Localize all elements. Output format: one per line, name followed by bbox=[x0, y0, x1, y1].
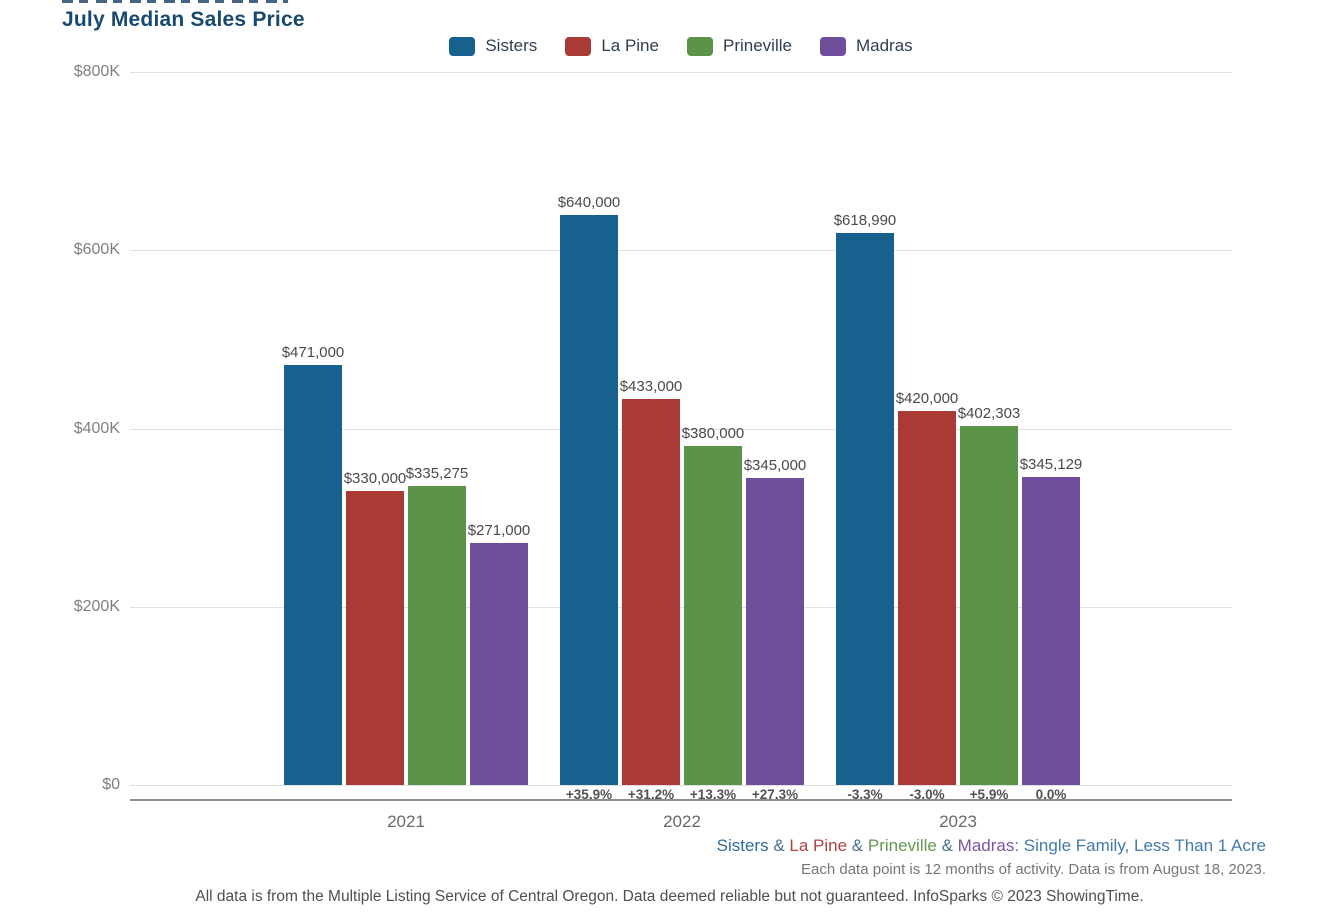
x-axis-year-label: 2022 bbox=[663, 812, 701, 831]
legend-swatch bbox=[686, 36, 713, 56]
y-gridline bbox=[130, 607, 1232, 608]
bar-value-label: $330,000 bbox=[343, 470, 407, 487]
bar-pct-change-label: -3.3% bbox=[847, 787, 883, 802]
legend-swatch bbox=[819, 36, 846, 56]
x-axis-year-label: 2021 bbox=[387, 812, 425, 831]
bar-la-pine-2021[interactable] bbox=[346, 491, 404, 785]
y-gridline bbox=[130, 72, 1232, 73]
y-gridline bbox=[130, 250, 1232, 251]
series-description-segment: Sisters bbox=[716, 836, 769, 855]
x-axis-year-label: 2023 bbox=[939, 812, 977, 831]
legend-label: La Pine bbox=[601, 36, 659, 55]
legend-label: Sisters bbox=[485, 36, 538, 55]
bar-value-label: $402,303 bbox=[957, 405, 1021, 422]
bar-prineville-2023[interactable] bbox=[960, 426, 1018, 785]
chart-title: July Median Sales Price bbox=[62, 8, 305, 31]
bar-value-label: $433,000 bbox=[619, 378, 683, 395]
bar-prineville-2021[interactable] bbox=[408, 486, 466, 785]
legend: Sisters La Pine Prineville Madras bbox=[130, 36, 1232, 56]
series-description-segment: Madras bbox=[957, 836, 1015, 855]
series-description-segment: Prineville bbox=[867, 836, 937, 855]
bar-value-label: $471,000 bbox=[281, 344, 345, 361]
bar-value-label: $618,990 bbox=[833, 212, 897, 229]
attribution-note: All data is from the Multiple Listing Se… bbox=[195, 888, 1144, 905]
bar-value-label: $640,000 bbox=[557, 194, 621, 211]
bar-la-pine-2023[interactable] bbox=[898, 411, 956, 785]
legend-item-la-pine[interactable]: La Pine bbox=[565, 36, 659, 56]
bar-sisters-2022[interactable] bbox=[560, 215, 618, 785]
y-axis-tick-label: $600K bbox=[73, 241, 120, 258]
x-axis-line bbox=[130, 799, 1232, 801]
bar-pct-change-label: +35.9% bbox=[565, 787, 613, 802]
y-axis-tick-label: $400K bbox=[73, 420, 120, 437]
legend-swatch bbox=[565, 36, 592, 56]
bar-sisters-2023[interactable] bbox=[836, 233, 894, 785]
series-description-segment: & bbox=[936, 836, 958, 855]
y-gridline bbox=[130, 785, 1232, 786]
series-description-segment: La Pine bbox=[789, 836, 848, 855]
series-description: Sisters & La Pine & Prineville & Madras:… bbox=[717, 836, 1266, 856]
series-description-segment: & bbox=[768, 836, 790, 855]
bar-madras-2021[interactable] bbox=[470, 543, 528, 785]
y-axis-tick-label: $200K bbox=[73, 598, 120, 615]
bar-la-pine-2022[interactable] bbox=[622, 399, 680, 785]
cropped-text-remnant bbox=[62, 0, 288, 3]
bar-value-label: $335,275 bbox=[405, 465, 469, 482]
y-axis-tick-label: $0 bbox=[102, 776, 120, 793]
bar-madras-2023[interactable] bbox=[1022, 477, 1080, 785]
legend-swatch bbox=[449, 36, 476, 56]
legend-item-madras[interactable]: Madras bbox=[819, 36, 913, 56]
bar-pct-change-label: +27.3% bbox=[751, 787, 799, 802]
legend-label: Prineville bbox=[722, 36, 792, 55]
bar-value-label: $271,000 bbox=[467, 522, 531, 539]
bar-pct-change-label: +31.2% bbox=[627, 787, 675, 802]
legend-label: Madras bbox=[855, 36, 913, 55]
series-description-segment: : Single Family, Less Than 1 Acre bbox=[1014, 836, 1266, 855]
y-gridline bbox=[130, 429, 1232, 430]
legend-item-sisters[interactable]: Sisters bbox=[449, 36, 537, 56]
bar-pct-change-label: +5.9% bbox=[969, 787, 1009, 802]
series-description-segment: & bbox=[847, 836, 868, 855]
bar-value-label: $380,000 bbox=[681, 425, 745, 442]
data-period-note: Each data point is 12 months of activity… bbox=[801, 861, 1266, 878]
bar-sisters-2021[interactable] bbox=[284, 365, 342, 785]
bar-value-label: $345,000 bbox=[743, 457, 807, 474]
legend-item-prineville[interactable]: Prineville bbox=[686, 36, 792, 56]
bar-madras-2022[interactable] bbox=[746, 478, 804, 785]
bar-value-label: $420,000 bbox=[895, 390, 959, 407]
bar-pct-change-label: -3.0% bbox=[909, 787, 945, 802]
bar-value-label: $345,129 bbox=[1019, 456, 1083, 473]
y-axis-tick-label: $800K bbox=[73, 63, 120, 80]
bar-pct-change-label: 0.0% bbox=[1035, 787, 1067, 802]
bar-prineville-2022[interactable] bbox=[684, 446, 742, 785]
bar-pct-change-label: +13.3% bbox=[689, 787, 737, 802]
